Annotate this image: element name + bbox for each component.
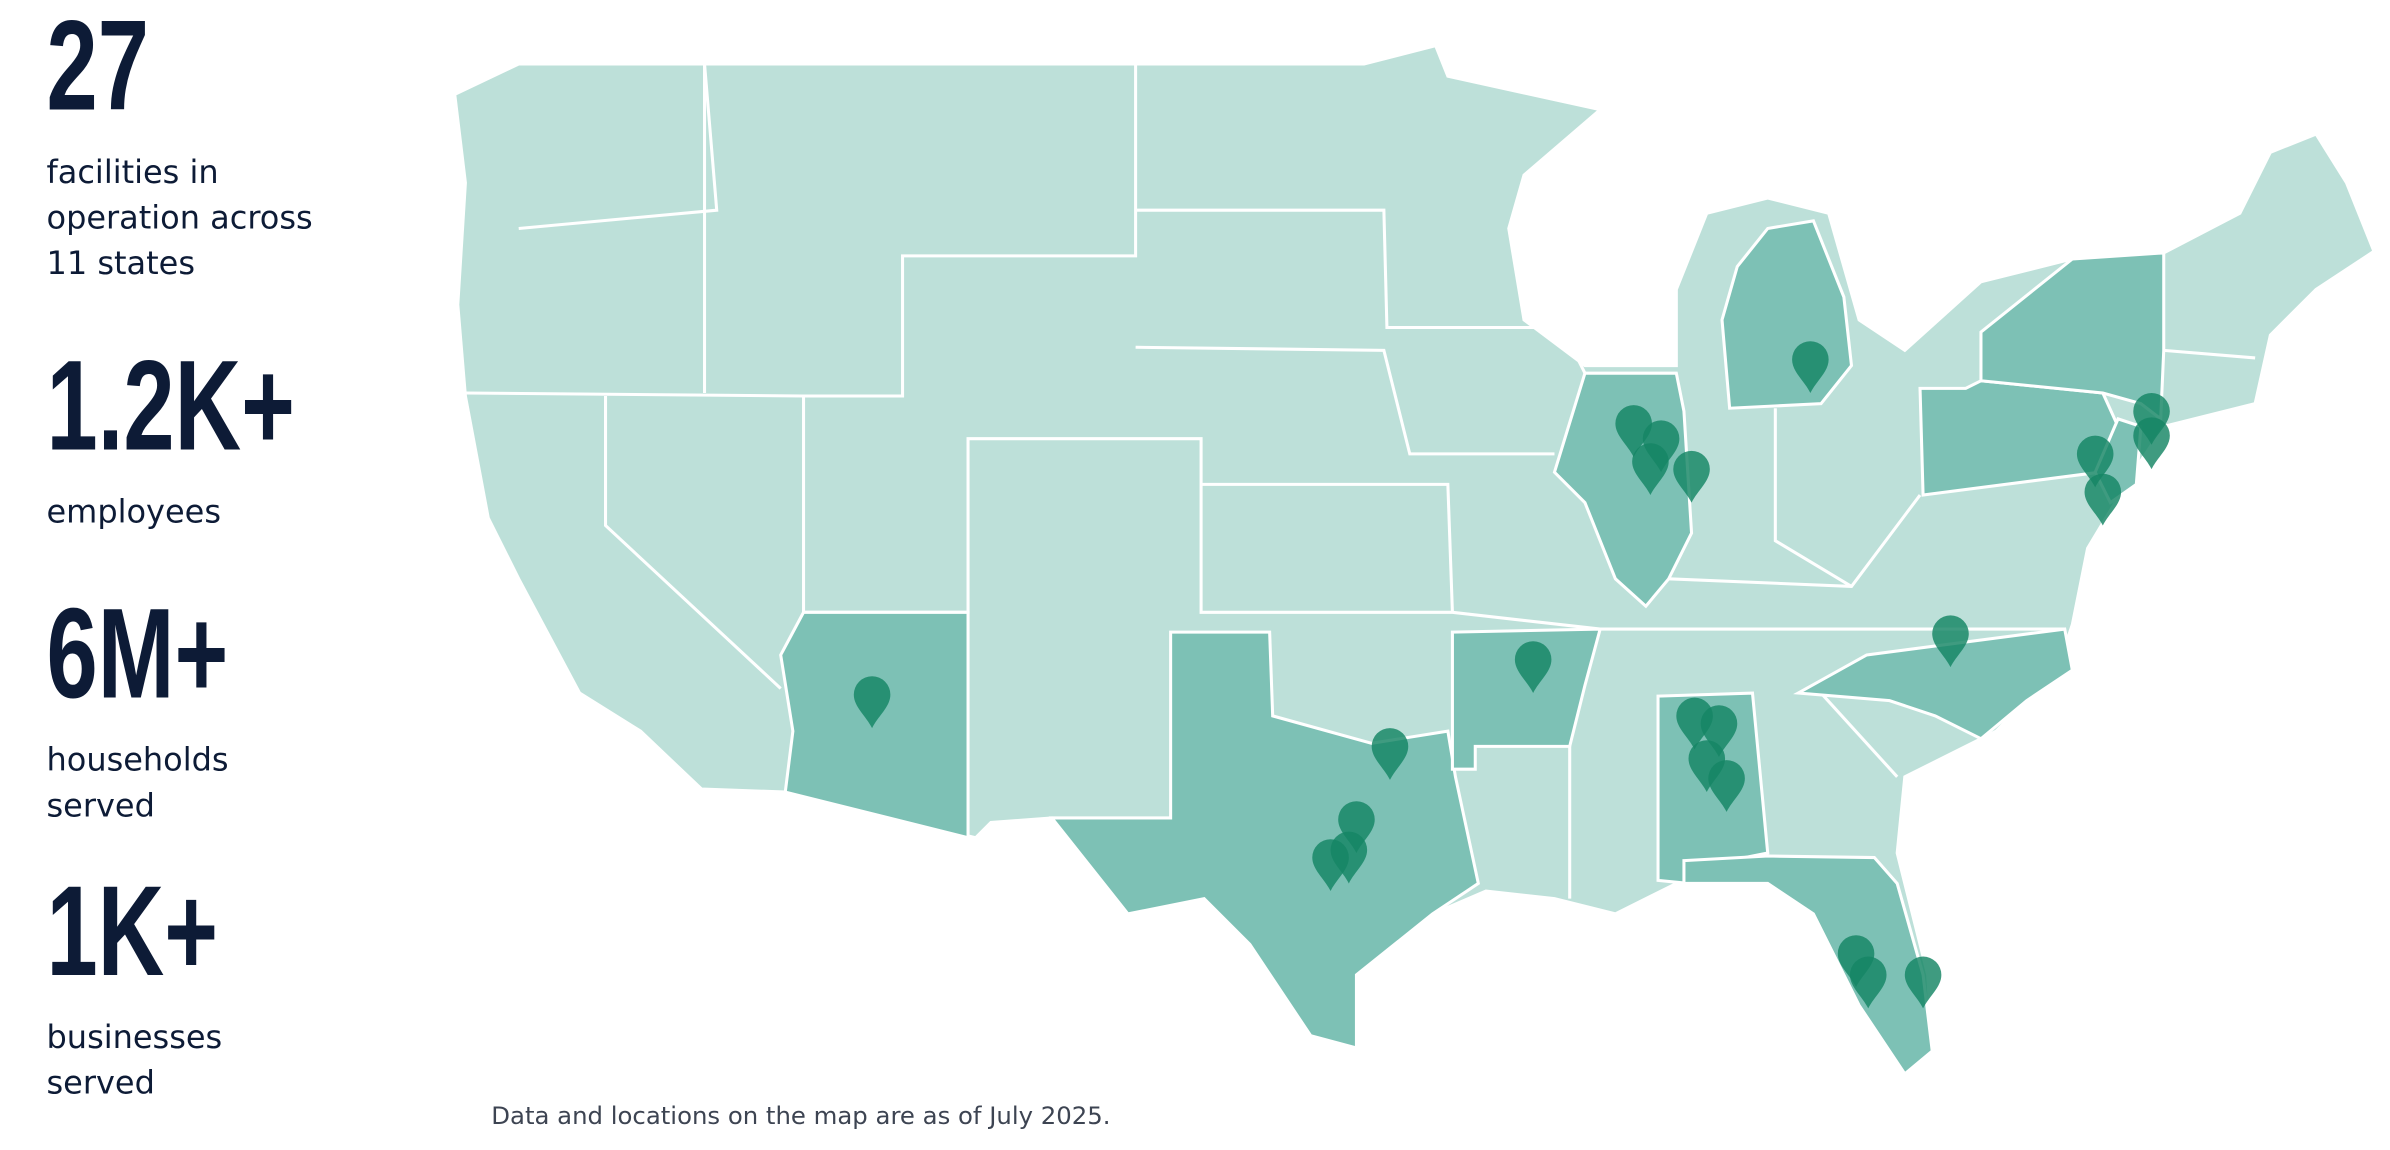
facility-pin [1632, 443, 1669, 496]
facility-pin [1932, 615, 1969, 668]
facility-pin [1312, 839, 1349, 892]
state-border [518, 63, 719, 230]
stat-label: 11 states [47, 244, 195, 282]
stat-label: operation across [47, 198, 313, 236]
state-arizona [779, 610, 970, 840]
stats-panel: 27 facilities in operation across 11 states… [47, 0, 313, 1102]
state-borders [465, 63, 2256, 899]
facility-pin [1688, 740, 1726, 793]
facility-pins [853, 341, 2170, 1009]
state-border [1135, 345, 1555, 456]
facility-pin [1676, 697, 1713, 750]
state-border [1201, 482, 1454, 613]
facility-pin [1700, 705, 1738, 758]
stat-label: served [47, 786, 155, 824]
stat-label: served [47, 1064, 155, 1102]
facility-pin [1708, 760, 1745, 812]
facility-pin [1673, 450, 1710, 503]
stat-label: businesses [47, 1018, 223, 1056]
facility-pin [1837, 935, 1875, 988]
facility-pin [2133, 417, 2170, 470]
highlighted-states [779, 219, 2166, 1077]
facility-pin [1514, 641, 1552, 694]
facility-pin [1849, 956, 1887, 1009]
facility-pin [1904, 956, 1942, 1009]
state-north-carolina [1793, 627, 2075, 741]
stat: 6M+ households served [47, 582, 229, 825]
facility-pin [1371, 728, 1409, 780]
stat: 27 facilities in operation across 11 states [47, 0, 313, 282]
state-border [604, 396, 782, 690]
state-texas [1048, 630, 1481, 1050]
stat-value: 27 [47, 0, 149, 137]
state-pennsylvania [1918, 379, 2120, 497]
state-border [1773, 408, 1853, 588]
facility-pin [2076, 435, 2114, 488]
facility-pin [853, 676, 891, 729]
state-arkansas [1450, 627, 1603, 771]
state-border [1819, 692, 1899, 778]
facility-pin [1792, 341, 1829, 393]
stat-label: employees [47, 492, 221, 530]
stat-label: facilities in [47, 153, 219, 191]
stat: 1K+ businesses served [47, 859, 223, 1102]
stat-value: 1K+ [47, 859, 219, 1002]
us-map [453, 43, 2376, 1077]
state-florida [1682, 854, 1934, 1077]
facility-pin [2084, 473, 2122, 526]
footnote: Data and locations on the map are as of … [491, 1101, 1110, 1130]
stat-value: 6M+ [47, 582, 229, 725]
state-border [1135, 208, 1587, 374]
state-border [465, 63, 1138, 398]
stat-value: 1.2K+ [47, 333, 295, 476]
stat-label: households [47, 741, 229, 779]
state-border [2163, 348, 2256, 360]
stat: 1.2K+ employees [47, 333, 295, 530]
facility-pin [1642, 420, 1680, 473]
facility-pin [1338, 801, 1375, 853]
facility-pin [1615, 405, 1652, 457]
